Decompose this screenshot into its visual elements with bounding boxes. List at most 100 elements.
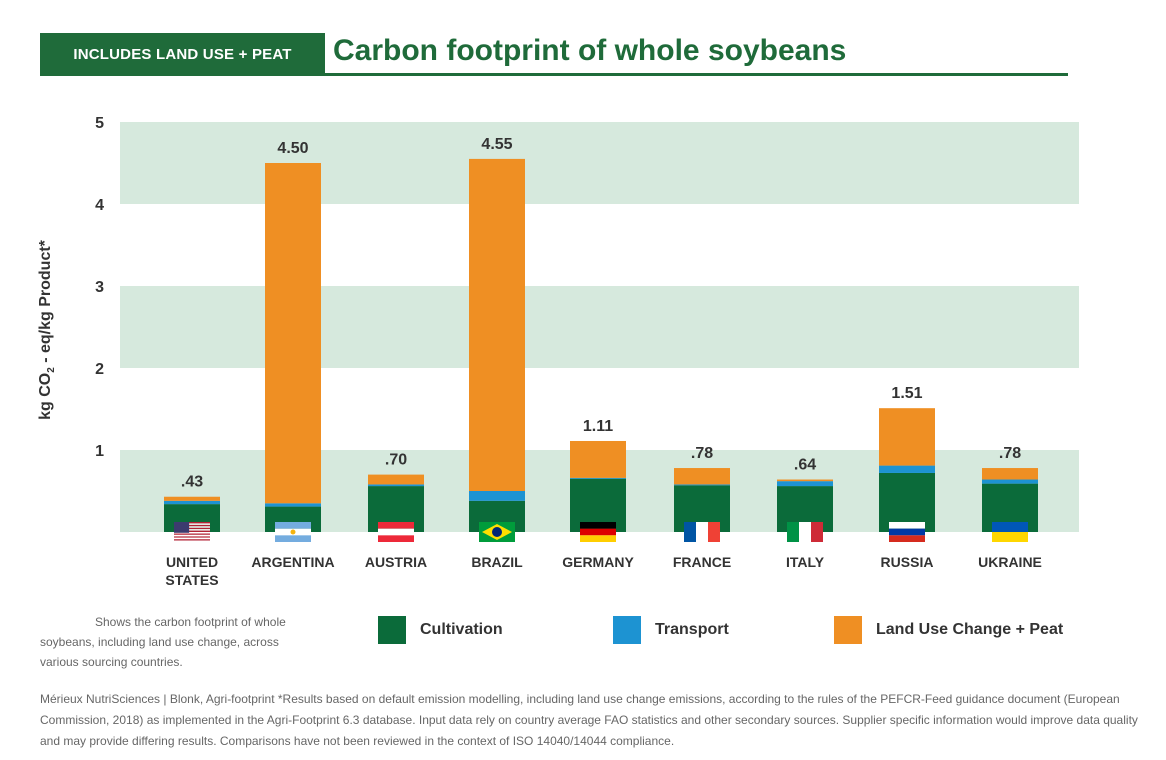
- bar-land-use: [879, 408, 935, 466]
- flag-stripe: [889, 535, 925, 542]
- x-category-label: AUSTRIA: [365, 554, 427, 570]
- x-category-label: FRANCE: [673, 554, 731, 570]
- legend-label-cultivation: Cultivation: [420, 621, 503, 638]
- bar-total-label: .78: [691, 445, 713, 462]
- flag-austria-icon: [378, 522, 414, 542]
- flag-italy-icon: [787, 522, 823, 542]
- flag-stripe: [378, 535, 414, 542]
- flag-stripe: [580, 535, 616, 542]
- x-category-label: STATES: [165, 572, 218, 588]
- legend-label-land-use: Land Use Change + Peat: [876, 621, 1064, 638]
- x-category-label: ARGENTINA: [251, 554, 334, 570]
- flag-stripe: [992, 522, 1028, 532]
- bar-land-use: [777, 479, 833, 482]
- flag-stripe: [799, 522, 811, 542]
- flag-stripe: [992, 532, 1028, 542]
- flag-stripe: [580, 522, 616, 529]
- y-tick-label: 1: [95, 443, 104, 460]
- flag-stripe: [275, 535, 311, 542]
- flag-stripe: [174, 529, 210, 531]
- bar-land-use: [164, 496, 220, 501]
- y-axis-label-rest: - eq/kg Product*: [36, 240, 54, 368]
- flag-stripe: [174, 533, 210, 535]
- legend-cultivation: Cultivation: [378, 616, 503, 644]
- bar-transport: [777, 481, 833, 487]
- bar-transport: [469, 491, 525, 501]
- grid-band: [120, 286, 1079, 368]
- flag-russia-icon: [889, 522, 925, 542]
- y-axis-label-subscript: 2: [46, 367, 58, 373]
- bar-transport: [265, 503, 321, 507]
- flag-france-icon: [684, 522, 720, 542]
- bar-total-label: 1.51: [891, 385, 922, 402]
- bar-land-use: [674, 468, 730, 485]
- bar-land-use: [368, 474, 424, 485]
- flag-stripe: [811, 522, 823, 542]
- flag-stripe: [174, 522, 210, 524]
- legend-swatch-cultivation: [378, 616, 406, 644]
- flag-globe: [492, 527, 502, 537]
- flag-stripe: [174, 534, 210, 537]
- bar-transport: [982, 479, 1038, 484]
- flag-stripe: [174, 530, 210, 532]
- chart-caption: Shows the carbon footprint of whole soyb…: [40, 615, 286, 669]
- bar-total-label: 4.50: [277, 140, 308, 157]
- bar-total-label: .78: [999, 445, 1021, 462]
- flag-united-states-icon: [174, 522, 210, 542]
- flag-stripe: [684, 522, 696, 542]
- flag-stripe: [696, 522, 708, 542]
- legend-swatch-land-use: [834, 616, 862, 644]
- bar-total-label: .70: [385, 452, 407, 469]
- flag-stripe: [174, 523, 210, 525]
- bar-land-use: [265, 163, 321, 504]
- legend-swatch-transport: [613, 616, 641, 644]
- x-category-label: GERMANY: [562, 554, 634, 570]
- flag-germany-icon: [580, 522, 616, 542]
- flag-stripe: [174, 524, 210, 527]
- flag-stripe: [378, 528, 414, 536]
- flag-stripe: [174, 539, 210, 541]
- x-category-label: UKRAINE: [978, 554, 1042, 570]
- bar-total-label: .43: [181, 474, 203, 491]
- grid-band: [120, 122, 1079, 204]
- bar-total-label: 1.11: [583, 418, 613, 435]
- flag-stripe: [889, 528, 925, 536]
- x-category-label: UNITED: [166, 554, 218, 570]
- x-category-label: BRAZIL: [471, 554, 523, 570]
- legend-transport: Transport: [613, 616, 729, 644]
- flag-sun: [290, 529, 296, 535]
- header-badge: INCLUDES LAND USE + PEAT: [40, 33, 325, 76]
- flag-stripe: [174, 536, 210, 538]
- source-footnote: Mérieux NutriSciences | Blonk, Agri-foot…: [40, 692, 1138, 748]
- flag-stripe: [174, 522, 190, 533]
- legend-label-transport: Transport: [655, 621, 729, 638]
- flag-stripe: [174, 532, 210, 534]
- bar-land-use: [469, 158, 525, 491]
- flag-stripe: [275, 522, 311, 529]
- flag-stripe: [708, 522, 720, 542]
- bar-transport: [570, 477, 626, 479]
- flag-ukraine-icon: [992, 522, 1028, 542]
- flag-stripe: [174, 540, 210, 542]
- y-tick-label: 5: [95, 115, 104, 132]
- bar-total-label: 4.55: [481, 136, 512, 153]
- bar-transport: [674, 484, 730, 486]
- flag-stripe: [174, 537, 210, 540]
- y-axis-label: kg CO2 - eq/kg Product*: [37, 240, 57, 420]
- stacked-bar-chart: 1 2 3 4 5 .43 UNITED STATES 4.50 ARGENTINA .70 AUST…: [95, 115, 1079, 588]
- bar-transport: [368, 484, 424, 487]
- x-category-label: RUSSIA: [881, 554, 934, 570]
- flag-stripe: [174, 526, 210, 528]
- y-tick-label: 2: [95, 361, 104, 378]
- bar-land-use: [982, 468, 1038, 480]
- flag-argentina-icon: [275, 522, 311, 542]
- y-tick-label: 3: [95, 279, 104, 296]
- chart-title: Carbon footprint of whole soybeans: [333, 34, 847, 67]
- flag-brazil-icon: [479, 522, 515, 542]
- bar-transport: [879, 465, 935, 473]
- bar-transport: [164, 500, 220, 505]
- bar-land-use: [570, 440, 626, 478]
- flag-stripe: [174, 527, 210, 530]
- bar-total-label: .64: [794, 457, 816, 474]
- flag-stripe: [580, 528, 616, 536]
